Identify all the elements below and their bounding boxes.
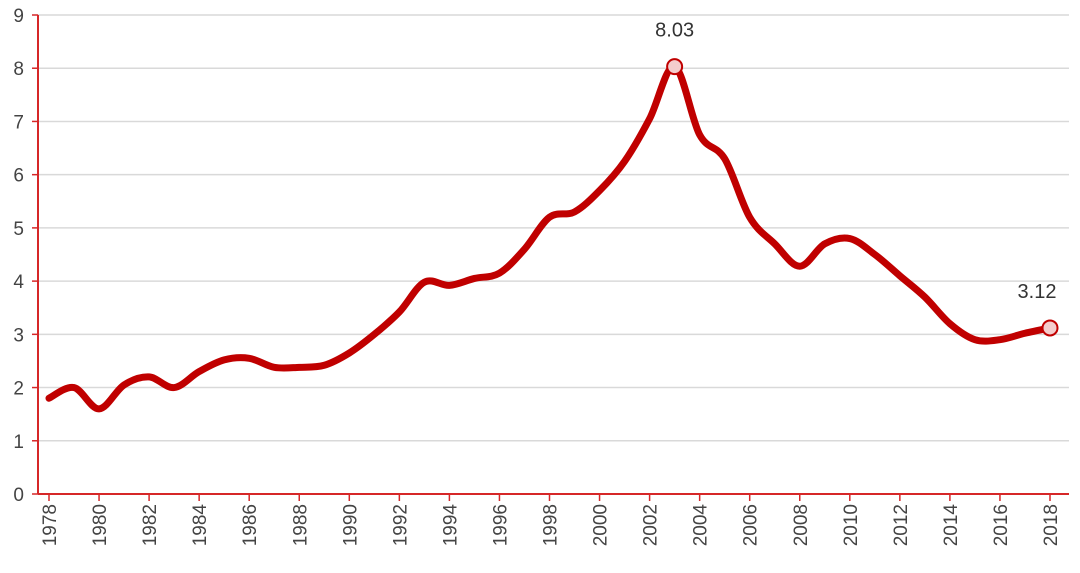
y-tick-label: 3 bbox=[13, 325, 24, 346]
x-tick-label: 2018 bbox=[1041, 504, 1062, 546]
x-tick-label: 1998 bbox=[541, 504, 562, 546]
x-tick-label: 1996 bbox=[490, 504, 511, 546]
y-tick-label: 7 bbox=[13, 112, 24, 133]
x-tick-label: 2006 bbox=[741, 504, 762, 546]
x-tick-label: 2008 bbox=[791, 504, 812, 546]
x-tick-label: 1990 bbox=[340, 504, 361, 546]
y-tick-label: 2 bbox=[13, 379, 24, 400]
annotations: 8.03 3.12 bbox=[655, 20, 1059, 337]
x-tick-label: 2012 bbox=[891, 504, 912, 546]
x-tick-label: 2000 bbox=[591, 504, 612, 546]
y-tick-label: 5 bbox=[13, 219, 24, 240]
series-line bbox=[45, 63, 1054, 413]
data-point-marker bbox=[666, 58, 684, 76]
x-tick-label: 2010 bbox=[841, 504, 862, 546]
x-tick-label: 1988 bbox=[290, 504, 311, 546]
y-tick-label: 4 bbox=[13, 272, 24, 293]
x-tick-label: 1986 bbox=[240, 504, 261, 546]
x-tick-label: 1992 bbox=[390, 504, 411, 546]
y-tick-label: 1 bbox=[13, 432, 24, 453]
grid-lines bbox=[38, 14, 1069, 442]
y-tick-label: 6 bbox=[13, 166, 24, 187]
x-tick-label: 2004 bbox=[691, 504, 712, 547]
y-tick-label: 9 bbox=[13, 6, 24, 27]
x-tick-label: 1978 bbox=[40, 504, 61, 546]
y-tick-label: 8 bbox=[13, 59, 24, 80]
data-point-marker bbox=[1041, 319, 1059, 337]
x-tick-label: 1982 bbox=[140, 504, 161, 546]
x-tick-label: 1980 bbox=[90, 504, 111, 546]
data-label: 8.03 bbox=[655, 20, 694, 42]
x-tick-label: 1984 bbox=[190, 504, 211, 547]
y-tick-label: 0 bbox=[13, 485, 24, 506]
y-axis-ticks: 0 1 2 3 4 5 6 7 8 9 bbox=[13, 6, 38, 506]
x-tick-label: 1994 bbox=[440, 504, 461, 547]
x-tick-label: 2002 bbox=[641, 504, 662, 546]
x-tick-label: 2016 bbox=[991, 504, 1012, 546]
series-group bbox=[45, 63, 1054, 413]
x-tick-label: 2014 bbox=[941, 504, 962, 547]
data-label: 3.12 bbox=[1018, 281, 1057, 303]
x-axis-ticks: 1978 1980 1982 1984 1986 1988 1990 1992 1994 1996… bbox=[40, 494, 1062, 546]
